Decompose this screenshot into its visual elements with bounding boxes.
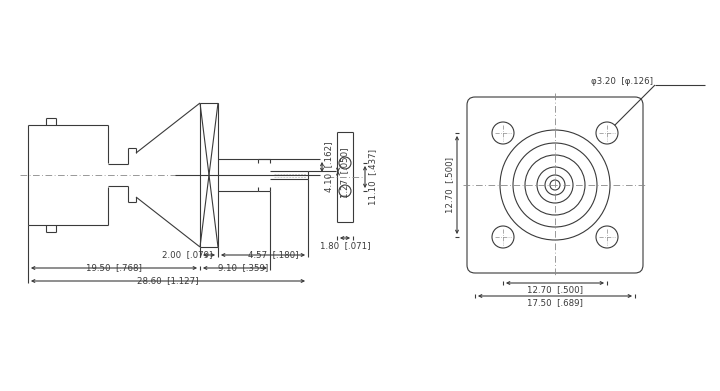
Text: 9.10  [.359]: 9.10 [.359] <box>218 264 268 273</box>
Text: 11.10  [.437]: 11.10 [.437] <box>368 149 377 205</box>
Text: 17.50  [.689]: 17.50 [.689] <box>527 298 583 307</box>
Text: 12.70  [.500]: 12.70 [.500] <box>446 157 454 213</box>
Text: φ3.20  [φ.126]: φ3.20 [φ.126] <box>591 77 653 86</box>
Text: 19.50  [.768]: 19.50 [.768] <box>86 264 142 273</box>
Text: 1.80  [.071]: 1.80 [.071] <box>320 242 370 251</box>
Text: 2.00  [.079]: 2.00 [.079] <box>162 251 212 260</box>
Text: 4.57  [.180]: 4.57 [.180] <box>248 251 298 260</box>
Text: 1.27  [.050]: 1.27 [.050] <box>340 148 349 198</box>
Text: 12.70  [.500]: 12.70 [.500] <box>527 285 583 294</box>
Text: 28.60  [1.127]: 28.60 [1.127] <box>138 276 199 285</box>
Text: 4.10  [.162]: 4.10 [.162] <box>324 142 333 192</box>
